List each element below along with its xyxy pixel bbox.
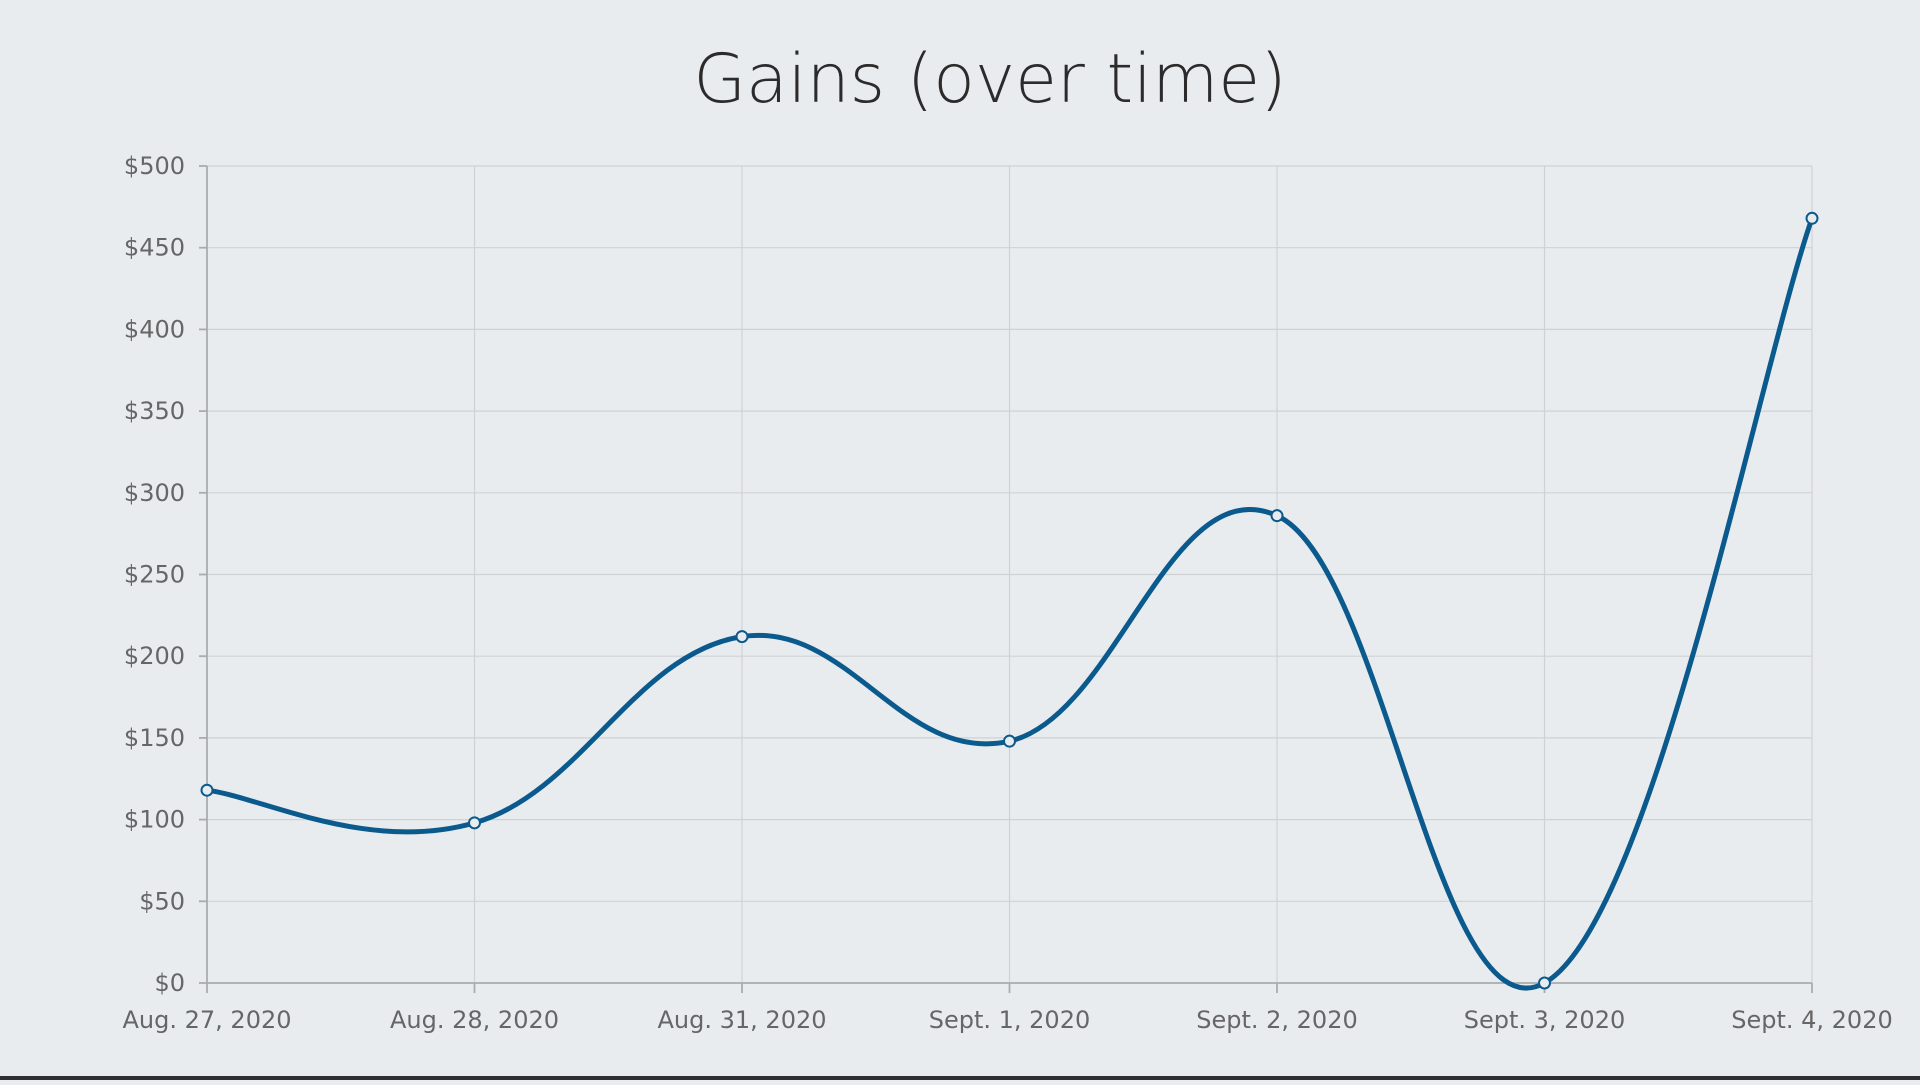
y-tick-label: $200 [124, 642, 185, 670]
x-grid [473, 166, 1813, 983]
x-tick-label: Aug. 27, 2020 [123, 1006, 292, 1034]
data-point[interactable] [1270, 509, 1284, 523]
y-tick-label: $350 [124, 397, 185, 425]
x-axis-tick-labels: Aug. 27, 2020 Aug. 28, 2020 Aug. 31, 2020 S… [123, 1006, 1893, 1034]
y-tick-label: $400 [124, 315, 185, 343]
data-point[interactable] [735, 630, 749, 644]
y-tick-label: $500 [124, 152, 185, 180]
y-tick-label: $0 [154, 969, 185, 997]
chart-title: Gains (over time) [693, 40, 1286, 119]
x-tick-label: Aug. 28, 2020 [390, 1006, 559, 1034]
y-axis-tick-labels: $0 $50 $100 $150 $200 $250 $300 $350 $400 $450 $50… [124, 152, 185, 997]
y-tick-label: $100 [124, 806, 185, 834]
y-tick-label: $300 [124, 479, 185, 507]
x-tick-label: Sept. 3, 2020 [1464, 1006, 1626, 1034]
x-tick-label: Sept. 1, 2020 [929, 1006, 1091, 1034]
x-tick-label: Aug. 31, 2020 [658, 1006, 827, 1034]
y-tick-label: $250 [124, 561, 185, 589]
axes [199, 165, 1813, 993]
series-group [200, 211, 1819, 991]
data-point[interactable] [1805, 211, 1819, 225]
data-point[interactable] [468, 816, 481, 830]
x-tick-label: Sept. 2, 2020 [1196, 1006, 1358, 1034]
y-tick-label: $50 [139, 887, 185, 915]
x-tick-label: Sept. 4, 2020 [1731, 1006, 1893, 1034]
bottom-edge-bar [0, 1076, 1920, 1080]
y-tick-label: $450 [124, 234, 185, 262]
data-point[interactable] [200, 783, 214, 797]
series-line-0 [204, 215, 1815, 991]
y-tick-label: $150 [124, 724, 185, 752]
data-point[interactable] [1538, 976, 1551, 990]
data-point[interactable] [1003, 734, 1016, 748]
